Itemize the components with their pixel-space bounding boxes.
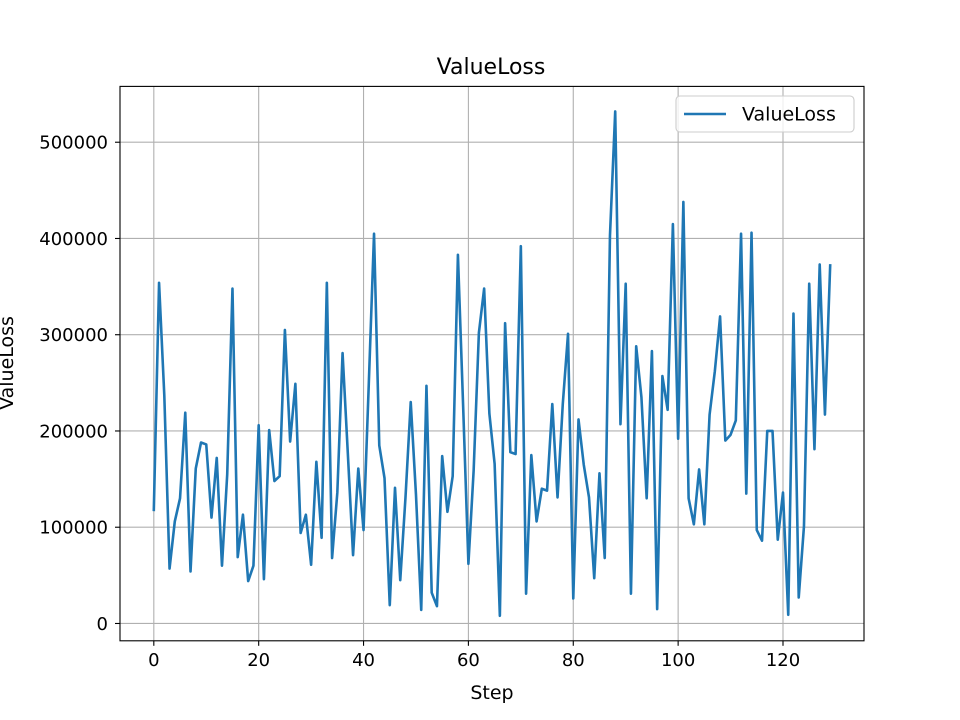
y-tick-label: 300000 xyxy=(39,325,108,346)
legend-label: ValueLoss xyxy=(742,104,836,126)
y-tick-label: 200000 xyxy=(39,421,108,442)
x-tick-label: 0 xyxy=(148,650,159,671)
axis-ticks: 0 20 40 60 80 100 120 0 100000 200000 300000 400000… xyxy=(39,133,800,671)
series-layer xyxy=(152,110,832,618)
legend-box xyxy=(675,95,855,133)
x-tick-label: 80 xyxy=(562,650,585,671)
series-line xyxy=(152,110,832,618)
x-tick-label: 60 xyxy=(457,650,480,671)
y-tick-label: 100000 xyxy=(39,518,108,539)
legend: ValueLoss xyxy=(675,95,855,133)
plot-area-frame xyxy=(119,85,865,642)
y-tick-label: 0 xyxy=(97,614,108,635)
x-tick-label: 120 xyxy=(766,650,800,671)
y-tick-label: 500000 xyxy=(39,133,108,154)
chart-title: ValueLoss xyxy=(437,55,546,80)
y-tick-label: 400000 xyxy=(39,229,108,250)
x-tick-label: 20 xyxy=(247,650,270,671)
y-axis-label: ValueLoss xyxy=(0,316,18,410)
x-axis-label: Step xyxy=(470,682,513,704)
x-tick-label: 100 xyxy=(661,650,695,671)
x-tick-label: 40 xyxy=(352,650,375,671)
